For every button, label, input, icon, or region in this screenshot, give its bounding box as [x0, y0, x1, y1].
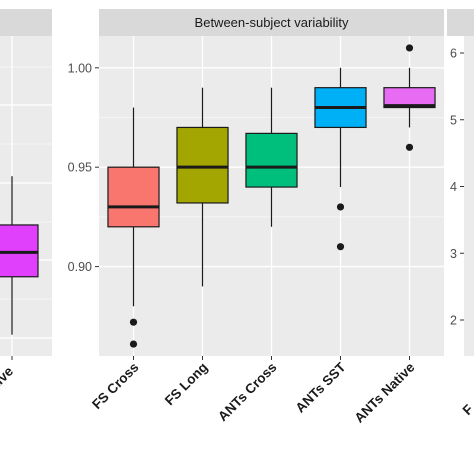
right-category-label: F — [460, 402, 474, 418]
middle-panel: Between-subject variability 0.90 0.95 1.00… — [68, 9, 444, 426]
y-tick-label: 0.90 — [68, 260, 92, 274]
middle-strip — [99, 9, 444, 36]
right-panel: 2 3 4 5 6 F — [447, 9, 474, 418]
y-tick-label: 3 — [450, 247, 457, 261]
outlier-fs-cross-1 — [129, 340, 138, 348]
x-category-label: ANTs Cross — [215, 360, 280, 425]
boxplot-fs-long — [176, 87, 229, 287]
right-y-axis: 2 3 4 5 6 — [450, 47, 464, 328]
middle-boxes — [107, 44, 436, 348]
box-left-ants-native — [0, 224, 39, 278]
outlier-ants-sst-1 — [336, 243, 345, 251]
box-ants-cross — [245, 132, 298, 188]
middle-x-axis: FS Cross FS Long ANTs Cross ANTs SST ANTs Na… — [89, 356, 418, 426]
y-tick-label: 0.95 — [68, 161, 92, 175]
y-tick-label: 6 — [450, 47, 457, 61]
boxplot-ants-native — [383, 44, 436, 151]
outlier-fs-cross-0 — [129, 318, 138, 326]
y-tick-label: 2 — [450, 314, 457, 328]
middle-y-axis: 0.90 0.95 1.00 — [68, 61, 99, 274]
outlier-ants-native-0 — [405, 44, 414, 52]
boxplot-fs-cross — [107, 107, 160, 348]
y-tick-label: 1.00 — [68, 61, 92, 75]
left-boxes — [0, 176, 39, 335]
x-category-label: ANTs Native — [351, 359, 417, 425]
x-category-label: ANTs SST — [293, 359, 350, 416]
box-fs-cross — [107, 166, 160, 228]
left-category-label: ative — [0, 363, 16, 396]
middle-strip-title: Between-subject variability — [195, 15, 349, 30]
y-tick-label: 5 — [450, 113, 457, 127]
left-panel: ative — [0, 9, 52, 396]
boxplot-ants-sst — [314, 67, 367, 251]
x-category-label: FS Long — [162, 360, 211, 409]
box-ants-native — [383, 87, 436, 109]
outlier-ants-sst-0 — [336, 203, 345, 211]
boxplot-ants-native — [0, 176, 39, 335]
outlier-ants-native-1 — [405, 143, 414, 151]
boxplot-ants-cross — [245, 87, 298, 227]
x-category-label: FS Cross — [89, 360, 142, 413]
left-strip — [0, 9, 52, 36]
right-plot-area — [464, 36, 474, 356]
box-fs-long — [176, 126, 229, 204]
left-plot-area — [0, 36, 52, 356]
y-tick-label: 4 — [450, 180, 457, 194]
right-strip — [447, 9, 474, 36]
